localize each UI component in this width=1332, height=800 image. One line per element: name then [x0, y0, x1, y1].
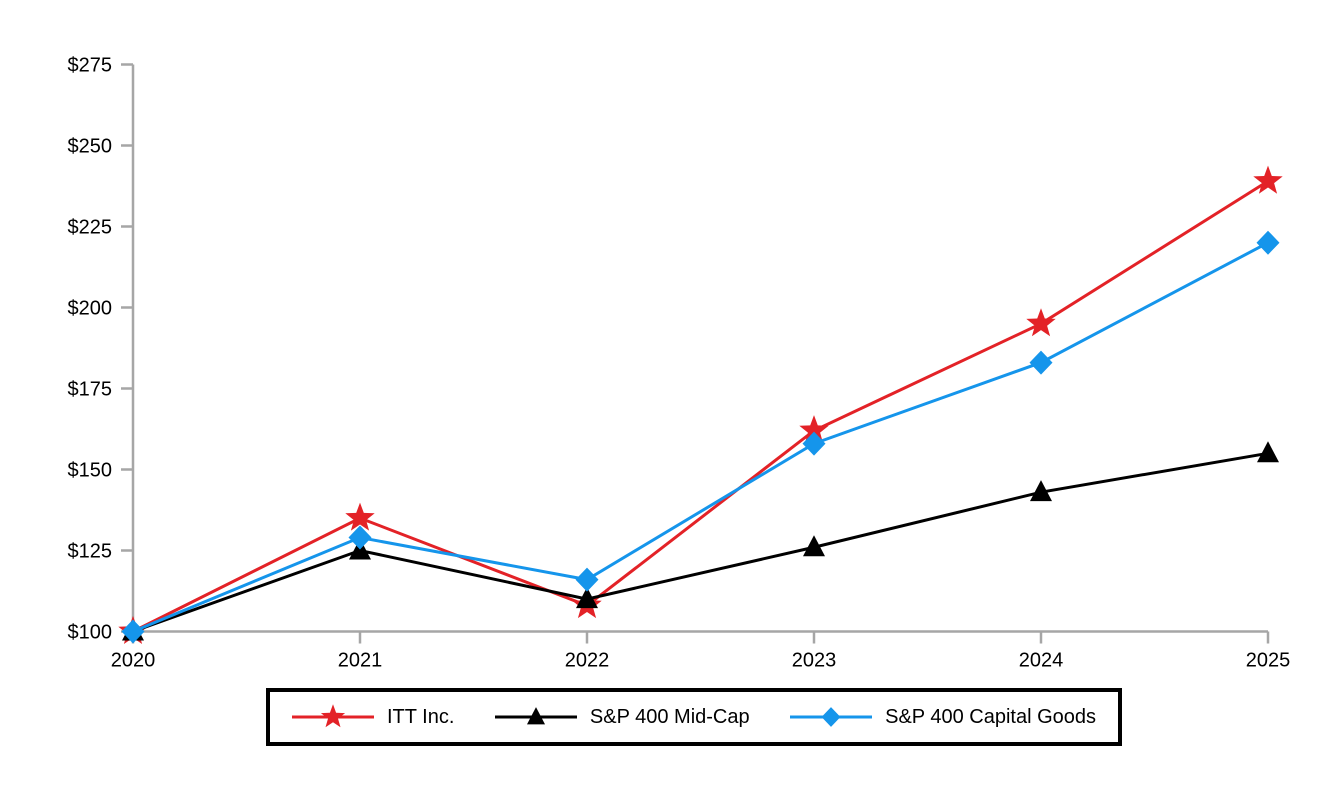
legend-sample-itt-inc: [292, 704, 374, 728]
star-marker: [320, 704, 346, 728]
x-tick-label: 2025: [1246, 650, 1291, 672]
series-line-s-p-400-capital-goods: [132, 241, 1269, 633]
x-tick-label: 2023: [792, 650, 837, 672]
diamond-marker: [1256, 230, 1280, 255]
x-tick-label: 2021: [338, 650, 383, 672]
triangle-marker: [1030, 480, 1052, 502]
x-tick-label: 2022: [565, 650, 610, 672]
diamond-marker: [575, 567, 599, 592]
y-tick-label: $175: [68, 379, 113, 401]
diamond-marker: [821, 707, 841, 727]
legend-item-s-p-400-capital-goods: S&P 400 Capital Goods: [790, 700, 1096, 734]
chart-legend: ITT Inc. S&P 400 Mid-Cap S&P 400 Capital G…: [266, 688, 1122, 746]
legend-sample-s-p-400-mid-cap: [494, 707, 577, 725]
star-marker: [345, 502, 375, 531]
legend-item-s-p-400-mid-cap: S&P 400 Mid-Cap: [494, 700, 750, 734]
star-marker: [799, 415, 829, 444]
series-line-s-p-400-mid-cap: [132, 451, 1269, 633]
y-tick-label: $275: [68, 55, 113, 77]
x-tick-label: 2020: [111, 650, 156, 672]
y-tick-label: $250: [68, 136, 113, 158]
series-s-p-400-mid-cap: [122, 441, 1279, 641]
legend-item-itt-inc: ITT Inc.: [292, 700, 454, 734]
star-marker: [1253, 165, 1283, 194]
diamond-marker: [121, 619, 145, 644]
triangle-marker: [576, 587, 598, 609]
legend-sample-s-p-400-capital-goods: [790, 707, 873, 727]
diamond-marker: [802, 431, 826, 456]
diamond-marker: [1029, 350, 1053, 375]
triangle-marker: [803, 535, 825, 557]
x-tick-label: 2024: [1019, 650, 1064, 672]
legend-label: S&P 400 Capital Goods: [885, 705, 1096, 728]
triangle-marker: [526, 707, 545, 725]
y-tick-label: $225: [68, 217, 113, 239]
legend-label: ITT Inc.: [387, 705, 455, 728]
y-tick-label: $100: [68, 622, 113, 644]
series-s-p-400-capital-goods: [121, 230, 1280, 644]
y-tick-label: $125: [68, 541, 113, 563]
series-line-itt-inc: [132, 179, 1269, 633]
triangle-marker: [1257, 441, 1279, 463]
star-marker: [1026, 308, 1056, 337]
y-tick-label: $200: [68, 298, 113, 320]
y-tick-label: $150: [68, 460, 113, 482]
diamond-marker: [348, 525, 372, 550]
axes: [121, 63, 1270, 644]
legend-label: S&P 400 Mid-Cap: [589, 705, 750, 728]
